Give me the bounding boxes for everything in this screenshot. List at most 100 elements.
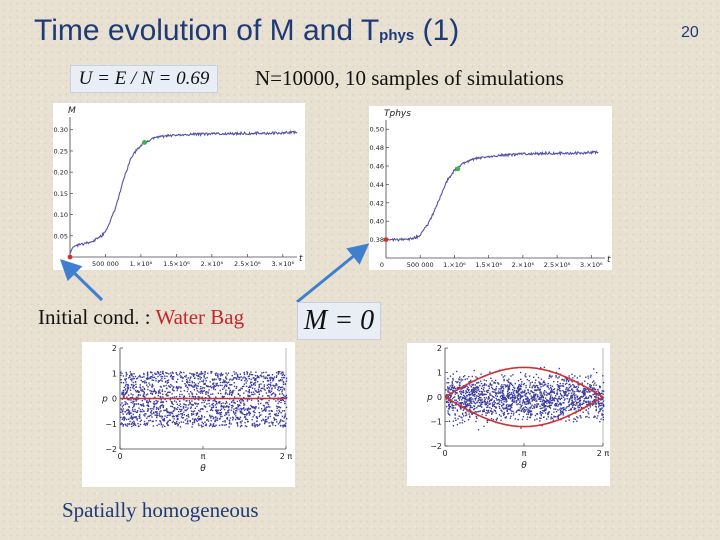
scatter-point xyxy=(545,409,547,411)
scatter-point xyxy=(465,414,467,417)
scatter-point xyxy=(536,403,538,405)
scatter-point xyxy=(236,377,238,379)
scatter-point xyxy=(502,397,504,400)
scatter-point xyxy=(593,368,595,370)
scatter-point xyxy=(477,389,480,391)
scatter-point xyxy=(187,420,189,422)
scatter-point xyxy=(278,371,280,373)
scatter-point xyxy=(203,390,205,392)
scatter-point xyxy=(228,379,231,381)
scatter-point xyxy=(571,388,573,390)
scatter-point xyxy=(471,402,473,404)
scatter-point xyxy=(576,416,578,418)
scatter-point xyxy=(493,388,495,391)
scatter-point xyxy=(474,407,476,410)
scatter-point xyxy=(480,403,482,405)
scatter-point xyxy=(507,397,510,399)
scatter-point xyxy=(250,373,253,376)
scatter-point xyxy=(501,374,503,376)
scatter-point xyxy=(561,410,564,412)
scatter-point xyxy=(284,424,286,426)
scatter-point xyxy=(132,410,134,412)
scatter-point xyxy=(135,383,137,386)
scatter-point xyxy=(237,418,239,420)
scatter-point xyxy=(503,394,505,396)
scatter-point xyxy=(149,389,151,392)
scatter-point xyxy=(451,382,454,384)
scatter-point xyxy=(486,419,488,422)
scatter-point xyxy=(239,377,241,379)
scatter-point xyxy=(472,391,474,393)
y-tick-label: 0.20 xyxy=(54,169,68,177)
scatter-point xyxy=(139,384,141,386)
scatter-point xyxy=(253,384,255,386)
scatter-point xyxy=(571,396,574,399)
scatter-point xyxy=(257,390,260,392)
scatter-point xyxy=(180,421,182,423)
scatter-point xyxy=(242,385,244,388)
scatter-point xyxy=(146,400,148,402)
scatter-point xyxy=(488,401,491,403)
scatter-point xyxy=(483,408,485,411)
scatter-point xyxy=(172,378,174,380)
scatter-point xyxy=(521,395,523,397)
scatter-point xyxy=(595,402,597,405)
scatter-point xyxy=(195,383,197,385)
scatter-point xyxy=(208,386,210,388)
x-tick-label: 3.×10⁶ xyxy=(272,260,295,268)
y-tick-label: 1 xyxy=(437,369,442,378)
scatter-point xyxy=(250,404,252,407)
scatter-point xyxy=(170,375,172,378)
scatter-point xyxy=(587,411,589,413)
scatter-point xyxy=(275,376,278,378)
scatter-point xyxy=(187,388,189,390)
scatter-point xyxy=(160,423,162,426)
scatter-point xyxy=(570,392,573,394)
scatter-point xyxy=(125,418,128,421)
scatter-point xyxy=(462,376,465,378)
scatter-point xyxy=(540,378,543,380)
scatter-point xyxy=(571,399,573,401)
scatter-point xyxy=(257,396,259,398)
scatter-point xyxy=(587,382,589,385)
scatter-point xyxy=(193,421,196,424)
scatter-point xyxy=(589,384,591,386)
scatter-point xyxy=(191,404,194,406)
scatter-point xyxy=(285,397,288,400)
scatter-point xyxy=(536,385,539,387)
scatter-point xyxy=(197,378,199,380)
scatter-point xyxy=(247,391,249,393)
scatter-point xyxy=(155,408,158,410)
scatter-point xyxy=(260,387,262,390)
scatter-point xyxy=(151,392,153,395)
scatter-point xyxy=(447,382,450,384)
scatter-point xyxy=(257,376,259,378)
scatter-point xyxy=(548,411,551,413)
scatter-point xyxy=(508,387,511,389)
scatter-point xyxy=(192,413,194,416)
scatter-point xyxy=(172,410,174,413)
scatter-point xyxy=(192,410,194,413)
scatter-point xyxy=(155,403,157,405)
scatter-point xyxy=(146,423,148,426)
scatter-point xyxy=(541,404,544,406)
scatter-point xyxy=(193,420,196,422)
scatter-point xyxy=(545,394,547,396)
scatter-point xyxy=(209,415,211,418)
scatter-point xyxy=(143,376,145,378)
y-tick-label: 0.38 xyxy=(370,236,384,244)
scatter-point xyxy=(178,413,180,416)
scatter-point xyxy=(141,389,144,391)
scatter-point xyxy=(590,374,592,377)
scatter-point xyxy=(538,389,540,391)
scatter-point xyxy=(262,371,265,374)
scatter-point xyxy=(281,396,284,399)
scatter-point xyxy=(207,394,209,397)
scatter-point xyxy=(575,400,577,402)
scatter-point xyxy=(550,390,552,392)
scatter-point xyxy=(501,394,504,396)
scatter-point xyxy=(514,382,516,385)
scatter-point xyxy=(198,419,200,421)
scatter-point xyxy=(130,397,132,399)
scatter-point xyxy=(215,424,217,426)
